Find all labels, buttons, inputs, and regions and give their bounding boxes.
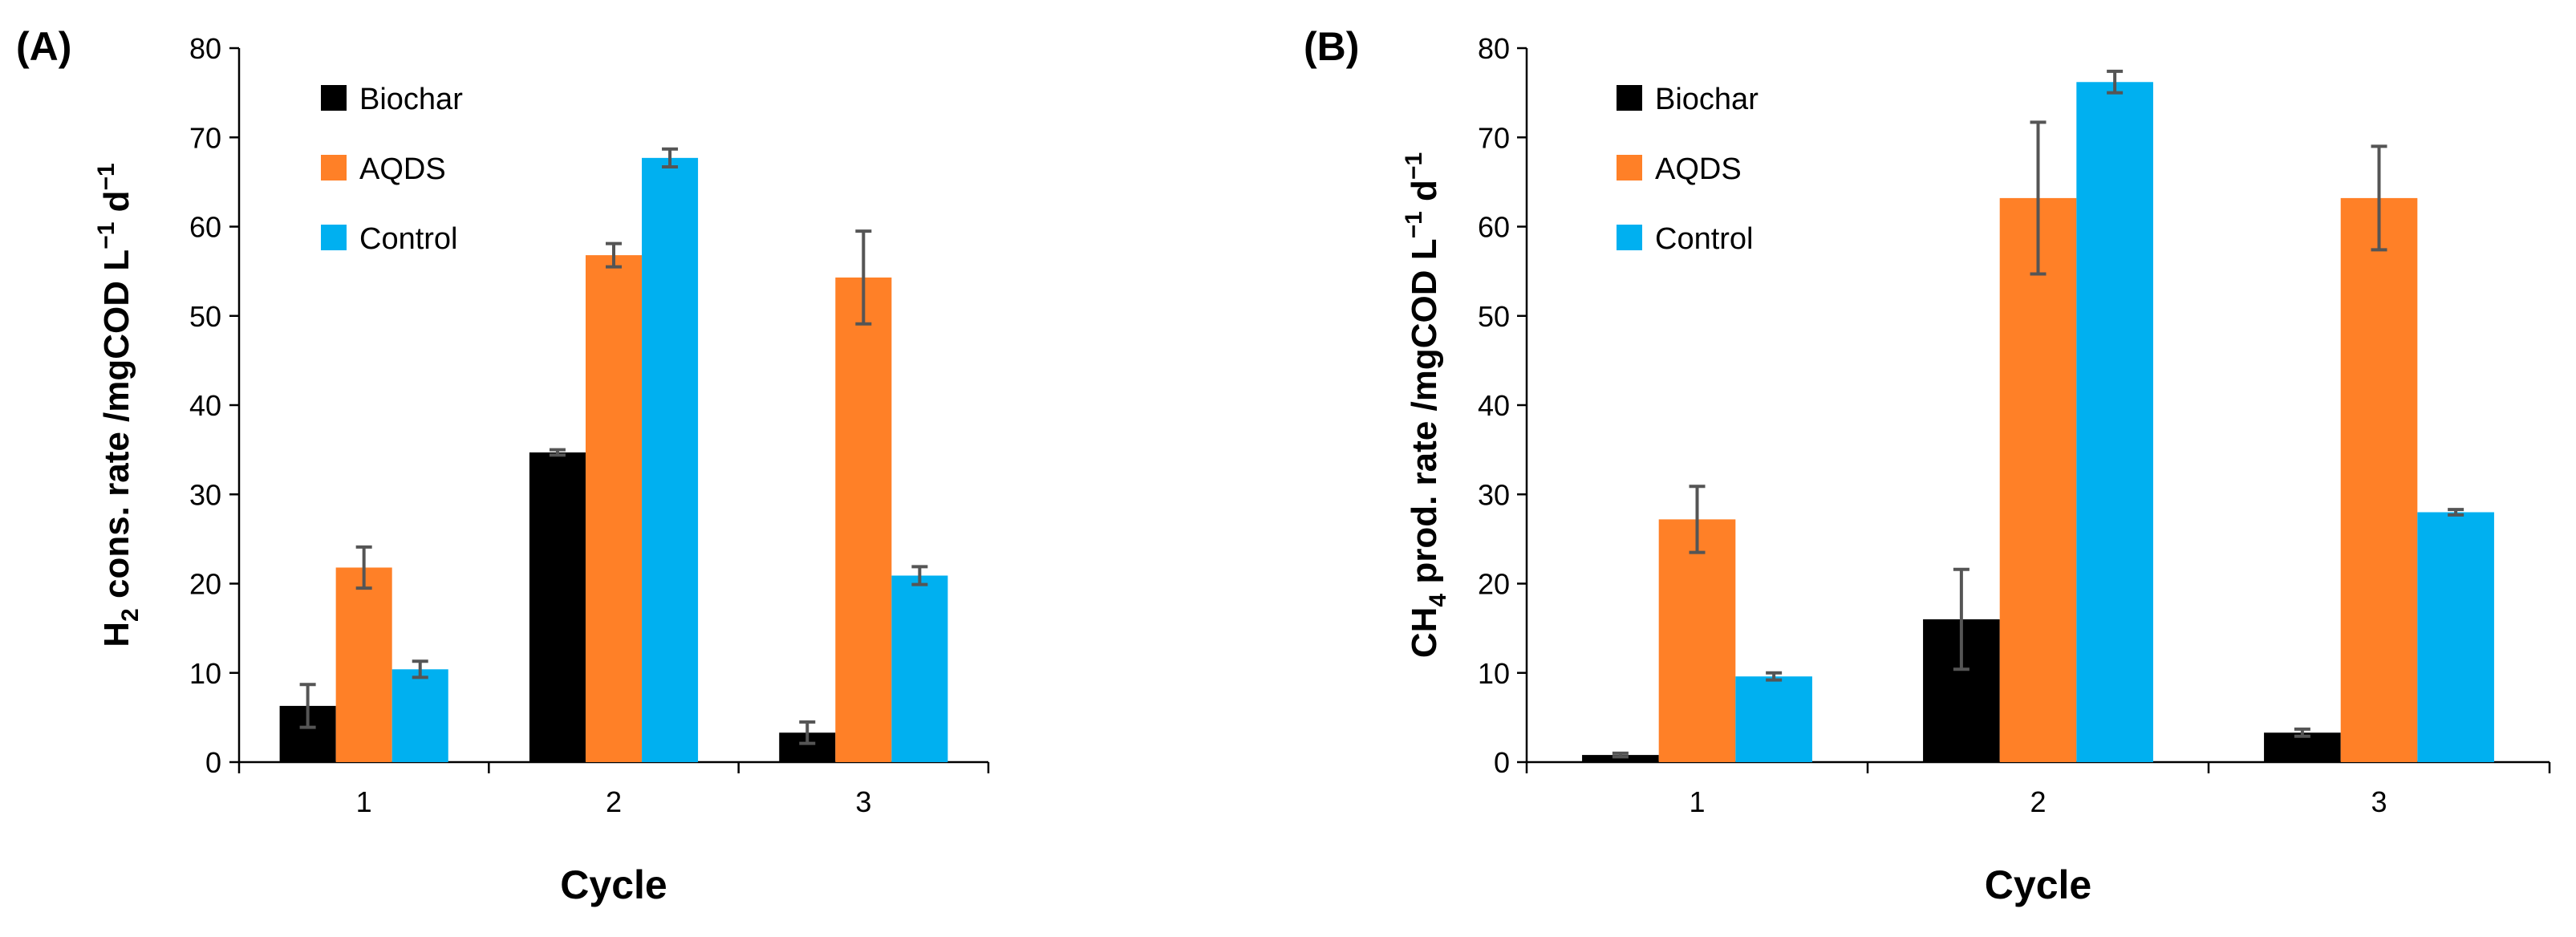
legend-swatch-aqds: [1617, 155, 1642, 181]
x-tick-label: 3: [2371, 785, 2387, 818]
bar-aqds-cycle-1: [335, 567, 392, 762]
y-tick-label: 60: [1478, 211, 1510, 244]
y-tick-label: 70: [1478, 121, 1510, 154]
chart-panel-2: (B) 0 10 20 30 40 50 60 70 80 1 2 3 Biochar AQDS Contro…: [1304, 24, 2551, 907]
y-axis-title-part: −1: [1401, 211, 1427, 238]
y-axis-title-part: −1: [93, 163, 120, 190]
y-axis-title-part: 2: [117, 608, 144, 622]
bar-biochar-cycle-1: [1582, 755, 1659, 762]
y-axis-title: CH4 prod. rate /mgCOD L−1 d−1: [1401, 152, 1451, 658]
y-axis-title-part: CH: [1405, 607, 1444, 659]
x-axis-title: Cycle: [1985, 862, 2091, 907]
y-tick-label: 70: [189, 121, 221, 154]
y-tick-label: 30: [189, 478, 221, 511]
y-axis-title-part: 4: [1425, 594, 1451, 607]
bar-aqds-cycle-1: [1658, 519, 1736, 762]
y-tick-label: 80: [1478, 32, 1510, 65]
bar-aqds-cycle-2: [585, 255, 643, 763]
y-tick-label: 40: [1478, 389, 1510, 422]
bar-control-cycle-2: [2076, 82, 2153, 762]
bar-control-cycle-3: [2417, 512, 2494, 762]
legend-swatch-control: [1617, 225, 1642, 250]
x-tick-label: 2: [2030, 785, 2046, 818]
y-tick-label: 0: [1494, 746, 1510, 779]
panel-label: (A): [16, 24, 71, 69]
y-axis-title: H2 cons. rate /mgCOD L−1 d−1: [93, 163, 144, 647]
y-axis-title-part: H: [97, 622, 136, 647]
y-tick-label: 0: [205, 746, 221, 779]
bar-control-cycle-1: [391, 669, 448, 762]
bar-aqds-cycle-3: [835, 277, 892, 763]
legend-label-aqds: AQDS: [359, 152, 446, 186]
legend-label-biochar: Biochar: [1655, 83, 1759, 116]
x-tick-label: 2: [606, 785, 622, 818]
y-axis-title-part: prod. rate /mgCOD L: [1405, 238, 1444, 593]
y-tick-label: 10: [189, 657, 221, 690]
x-axis-title: Cycle: [560, 862, 667, 907]
bar-aqds-cycle-3: [2340, 197, 2418, 762]
y-axis-title-part: d: [97, 191, 136, 222]
y-tick-label: 50: [189, 300, 221, 333]
y-axis-title-part: cons. rate /mgCOD L: [97, 249, 136, 608]
legend-swatch-control: [321, 225, 347, 250]
chart-panel-1: (A) 0 10 20 30 40 50 60 70 80 1 2 3 Biochar AQDS Contro…: [16, 24, 990, 907]
x-tick-label: 1: [1689, 785, 1705, 818]
y-tick-label: 20: [189, 568, 221, 601]
legend-label-control: Control: [359, 222, 458, 256]
y-axis-title-part: d: [1405, 180, 1444, 211]
y-tick-label: 40: [189, 389, 221, 422]
y-tick-label: 50: [1478, 300, 1510, 333]
legend-swatch-aqds: [321, 155, 347, 181]
legend-swatch-biochar: [1617, 85, 1642, 111]
y-tick-label: 30: [1478, 478, 1510, 511]
bar-control-cycle-1: [1735, 676, 1812, 762]
bar-aqds-cycle-2: [1999, 197, 2077, 762]
y-tick-label: 20: [1478, 568, 1510, 601]
bar-control-cycle-3: [891, 575, 948, 762]
y-axis-title-part: −1: [93, 222, 120, 249]
y-tick-label: 80: [189, 32, 221, 65]
y-tick-label: 10: [1478, 657, 1510, 690]
x-tick-label: 1: [356, 785, 372, 818]
panel-label: (B): [1304, 24, 1359, 69]
legend-swatch-biochar: [321, 85, 347, 111]
legend-label-biochar: Biochar: [359, 83, 463, 116]
legend-label-aqds: AQDS: [1655, 152, 1742, 186]
x-tick-label: 3: [855, 785, 871, 818]
y-axis-title-part: −1: [1401, 152, 1427, 180]
bar-control-cycle-2: [642, 157, 699, 762]
legend-label-control: Control: [1655, 222, 1754, 256]
y-tick-label: 60: [189, 211, 221, 244]
bar-biochar-cycle-2: [529, 452, 586, 762]
